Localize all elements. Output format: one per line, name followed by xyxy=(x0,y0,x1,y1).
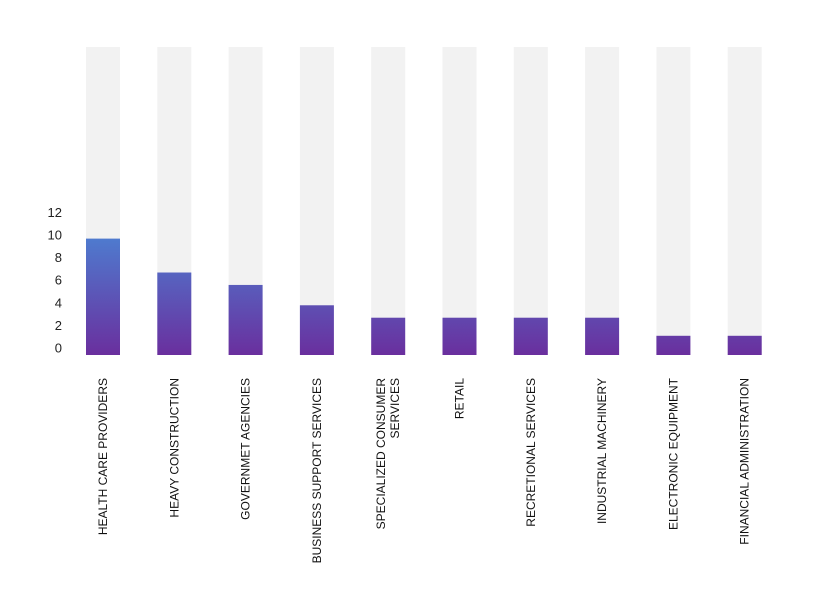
bar-track xyxy=(727,47,762,355)
bar xyxy=(656,335,691,355)
bar xyxy=(727,335,762,355)
x-tick-label-line: FINANCIAL ADMINISTRATION xyxy=(738,378,752,545)
bar xyxy=(86,238,120,355)
bar xyxy=(371,317,406,355)
x-tick-label: INDUSTRIAL MACHINERY xyxy=(595,378,609,524)
x-tick-label-line: HEALTH CARE PROVIDERS xyxy=(96,378,110,535)
bar-track xyxy=(371,47,406,355)
y-tick-label: 0 xyxy=(55,341,62,356)
x-tick-label-line: RECRETIONAL SERVICES xyxy=(524,378,538,527)
x-tick-label-line: HEAVY CONSTRUCTION xyxy=(167,378,181,518)
x-tick-label-line: GOVERNMET AGENCIES xyxy=(239,378,253,520)
x-tick-label: ELECTRONIC EQUIPMENT xyxy=(666,377,680,530)
x-tick-label-line: SPECIALIZED CONSUMER xyxy=(374,378,388,530)
x-tick-label-line: RETAIL xyxy=(453,378,467,419)
x-tick-label: SPECIALIZED CONSUMERSERVICES xyxy=(374,378,402,530)
bar-track xyxy=(656,47,691,355)
x-tick-label: RECRETIONAL SERVICES xyxy=(524,378,538,527)
y-tick-label: 2 xyxy=(55,318,62,333)
bar-track xyxy=(442,47,477,355)
bar xyxy=(442,317,477,355)
x-axis: HEALTH CARE PROVIDERS HEAVY CONSTRUCTION G… xyxy=(96,377,752,563)
bar xyxy=(513,317,548,355)
bar xyxy=(157,272,192,355)
x-tick-label: RETAIL xyxy=(453,378,467,419)
bar xyxy=(228,284,263,355)
y-tick-label: 12 xyxy=(48,205,62,220)
y-axis: 0 2 4 6 8 10 12 xyxy=(48,205,62,356)
y-tick-label: 6 xyxy=(55,273,62,288)
y-tick-label: 8 xyxy=(55,250,62,265)
bar-track xyxy=(513,47,548,355)
bar xyxy=(585,317,620,355)
x-tick-label-line: SERVICES xyxy=(388,378,402,438)
x-tick-label: HEAVY CONSTRUCTION xyxy=(167,378,181,518)
x-tick-label-line: INDUSTRIAL MACHINERY xyxy=(595,378,609,524)
bar-track xyxy=(585,47,620,355)
x-tick-label: HEALTH CARE PROVIDERS xyxy=(96,378,110,535)
bars xyxy=(86,47,762,355)
x-tick-label: GOVERNMET AGENCIES xyxy=(239,378,253,520)
x-tick-label: FINANCIAL ADMINISTRATION xyxy=(738,378,752,545)
bar-track xyxy=(299,47,334,355)
y-tick-label: 4 xyxy=(55,295,62,310)
x-tick-label-line: BUSINESS SUPPORT SERVICES xyxy=(310,378,324,563)
bar xyxy=(299,305,334,355)
x-tick-label: BUSINESS SUPPORT SERVICES xyxy=(310,378,324,563)
x-tick-label-line: ELECTRONIC EQUIPMENT xyxy=(666,377,680,530)
y-tick-label: 10 xyxy=(48,228,62,243)
